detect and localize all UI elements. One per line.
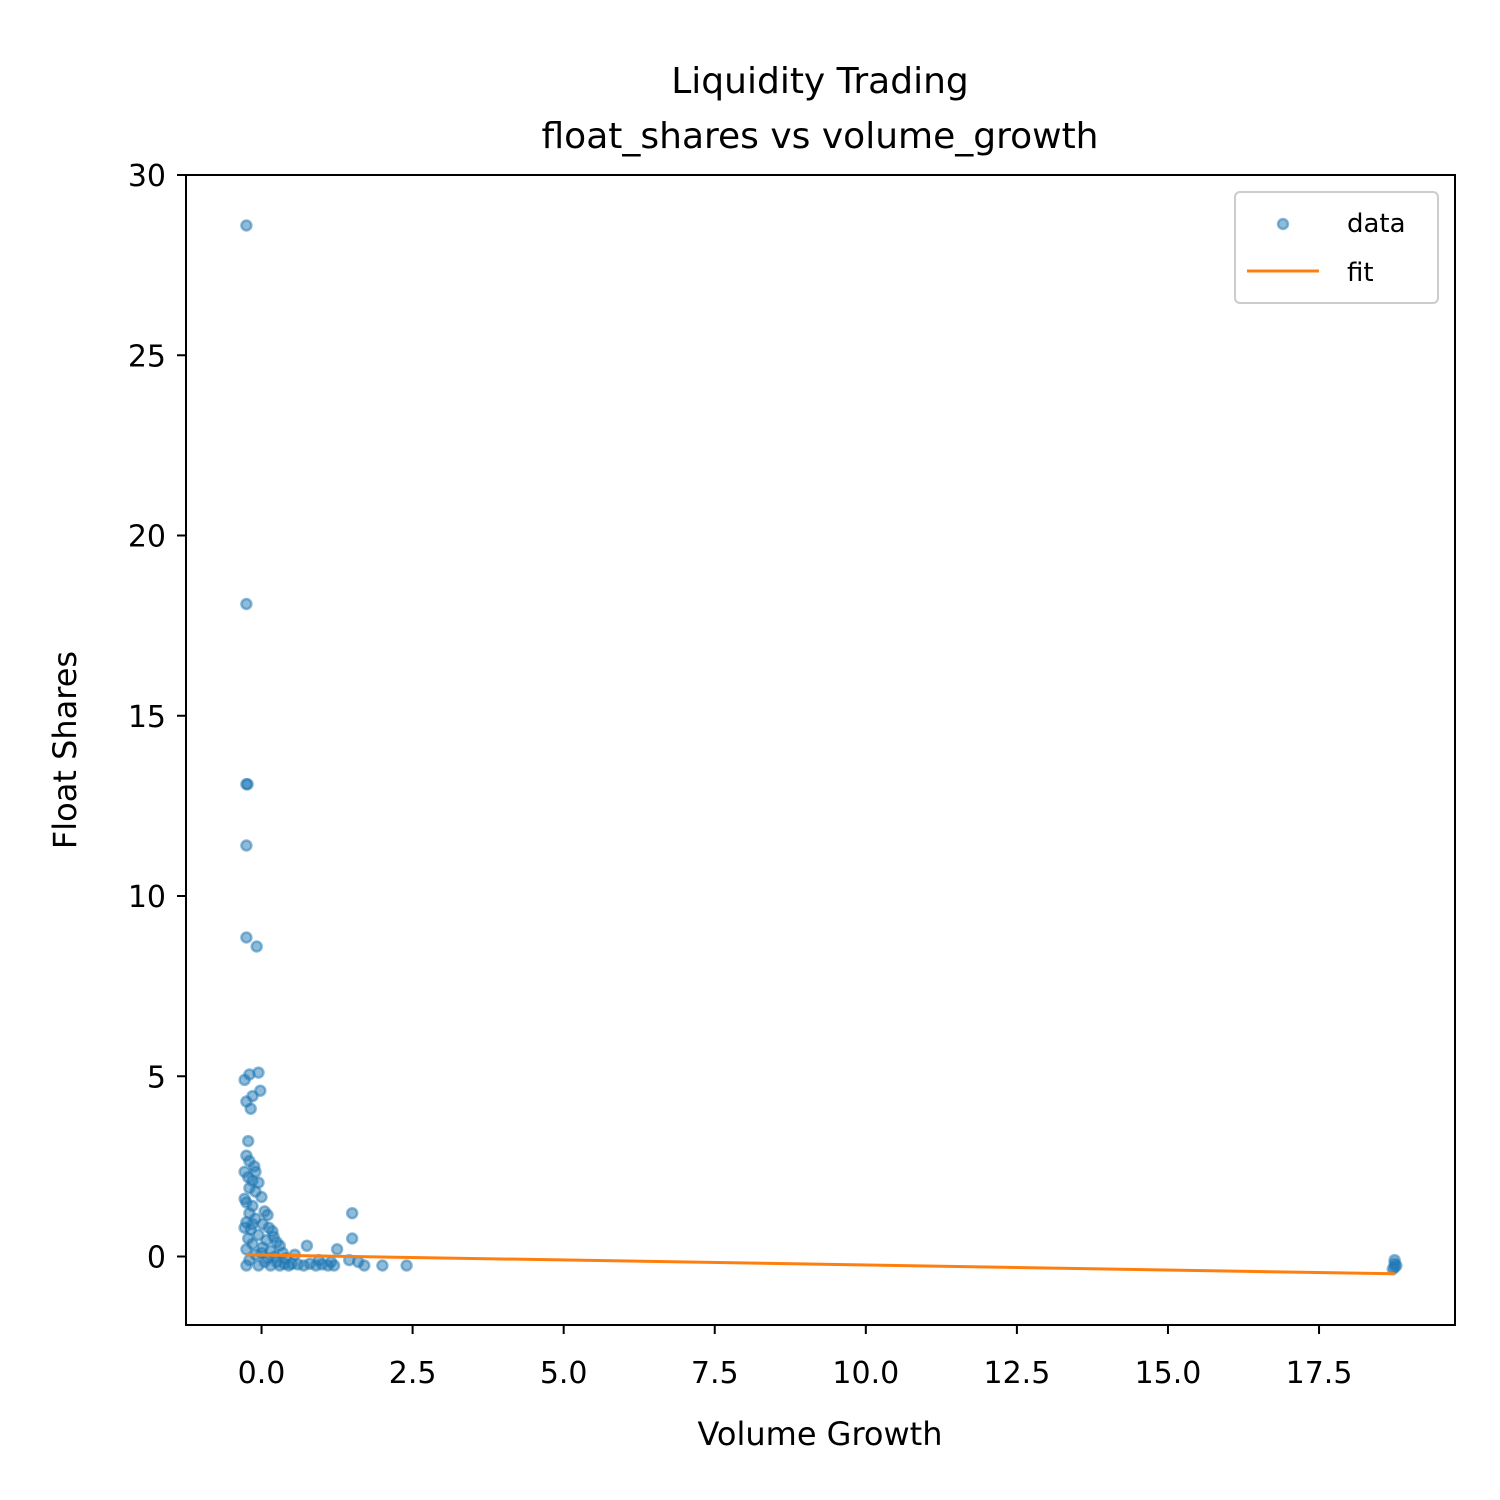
data-point <box>240 931 253 944</box>
data-point <box>261 1208 274 1222</box>
data-point <box>238 1192 251 1206</box>
data-point <box>324 1255 338 1269</box>
x-tick-label: 5.0 <box>540 1356 588 1391</box>
x-tick-label: 12.5 <box>983 1356 1050 1391</box>
y-tick-label: 25 <box>128 339 166 374</box>
data-point <box>240 777 253 791</box>
legend-fit-label: fit <box>1347 258 1374 288</box>
data-point <box>376 1259 389 1272</box>
legend-data-label: data <box>1347 209 1406 239</box>
plot-area: 0.0 2.5 5.0 7.5 10.0 12.5 15.0 17.5 0 5 10 15 20 25 30 <box>128 159 1456 1391</box>
data-point <box>330 1243 344 1256</box>
y-tick-label: 5 <box>147 1060 166 1095</box>
y-tick-label: 30 <box>128 159 166 194</box>
y-tick-label: 10 <box>128 880 166 915</box>
data-point <box>240 839 253 852</box>
data-point <box>300 1239 314 1252</box>
data-point <box>254 1084 267 1097</box>
data-point <box>238 1073 251 1087</box>
data-point <box>278 1257 291 1270</box>
data-point <box>240 1259 253 1272</box>
data-point <box>400 1259 413 1272</box>
data-point <box>358 1259 371 1272</box>
data-point <box>246 1217 259 1231</box>
data-point <box>244 1102 257 1115</box>
data-point <box>240 597 253 611</box>
x-tick-label: 10.0 <box>832 1356 899 1391</box>
data-point <box>240 219 253 232</box>
data-point <box>252 1259 265 1272</box>
y-tick-label: 15 <box>128 700 166 735</box>
x-tick-label: 0.0 <box>238 1356 286 1391</box>
y-tick-label: 0 <box>147 1241 166 1276</box>
axes-frame <box>185 174 1456 1326</box>
data-point <box>255 1190 268 1204</box>
data-point <box>249 1165 262 1179</box>
y-axis-label: Float Shares <box>46 651 84 849</box>
chart-subtitle: float_shares vs volume_growth <box>542 116 1099 157</box>
data-point <box>250 940 263 953</box>
x-tick-label: 7.5 <box>691 1356 739 1391</box>
legend: data fit <box>1234 191 1439 304</box>
data-point <box>240 1243 253 1256</box>
x-tick-label: 17.5 <box>1286 1356 1353 1391</box>
x-axis-label: Volume Growth <box>697 1415 942 1453</box>
x-tick-label: 2.5 <box>389 1356 437 1391</box>
fit-line <box>246 1253 1395 1276</box>
legend-data-marker <box>1276 217 1290 231</box>
y-tick-label: 20 <box>128 520 166 555</box>
chart-title: Liquidity Trading <box>671 61 969 102</box>
data-point <box>345 1206 359 1220</box>
data-point <box>345 1232 359 1245</box>
legend-box <box>1234 191 1439 304</box>
data-point <box>241 1134 255 1148</box>
x-tick-label: 15.0 <box>1135 1356 1202 1391</box>
